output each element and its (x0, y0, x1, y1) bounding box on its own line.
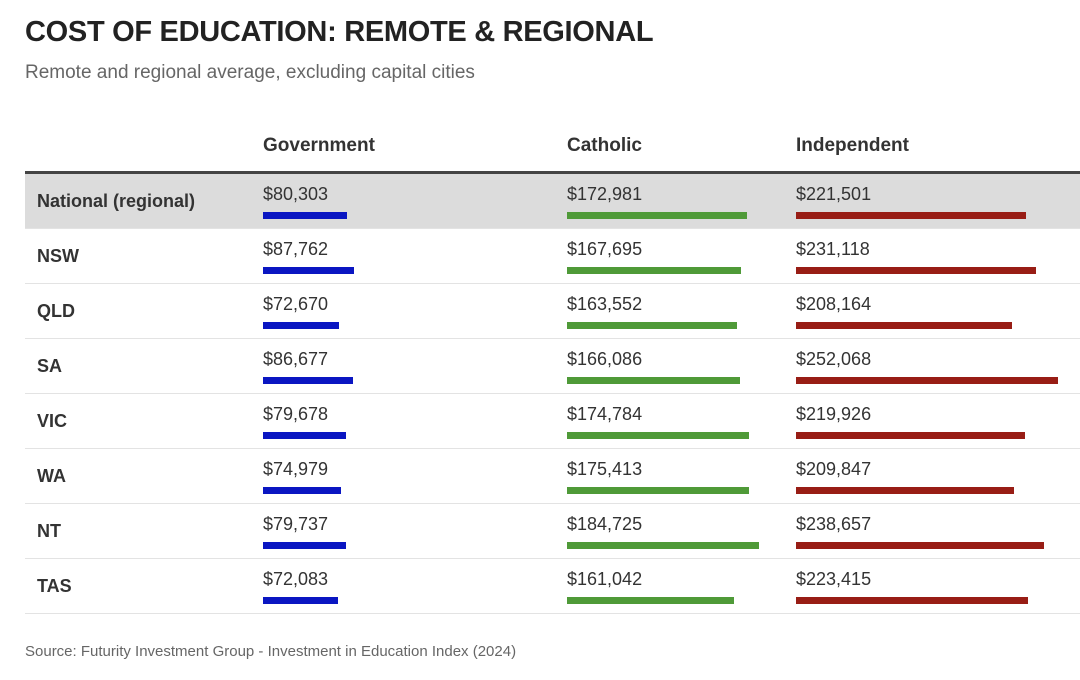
bar-catholic (567, 597, 735, 604)
value-independent: $238,657 (796, 514, 872, 534)
value-government: $72,083 (263, 569, 329, 589)
header-divider (25, 171, 1080, 174)
bar-catholic (567, 542, 760, 549)
bar-independent (796, 322, 1013, 329)
value-catholic: $172,981 (567, 184, 643, 204)
value-independent: $252,068 (796, 349, 872, 369)
value-government: $86,677 (263, 349, 329, 369)
row-label: WA (37, 466, 66, 486)
bar-catholic (567, 377, 740, 384)
table-row: SA $86,677 $166,086 $252,068 (25, 339, 1080, 394)
column-header-independent: Independent (796, 135, 909, 156)
bar-government (263, 542, 346, 549)
value-government: $72,670 (263, 294, 329, 314)
bar-independent (796, 377, 1059, 384)
table-row: National (regional) $80,303 $172,981 $221,5… (25, 174, 1080, 229)
table-row: NSW $87,762 $167,695 $231,118 (25, 229, 1080, 284)
bar-government (263, 487, 341, 494)
value-independent: $219,926 (796, 404, 872, 424)
value-independent: $221,501 (796, 184, 872, 204)
value-government: $79,678 (263, 404, 329, 424)
row-label: NSW (37, 246, 79, 266)
value-government: $79,737 (263, 514, 329, 534)
chart-title: COST OF EDUCATION: REMOTE & REGIONAL (25, 16, 654, 48)
bar-independent (796, 267, 1037, 274)
table-row: QLD $72,670 $163,552 $208,164 (25, 284, 1080, 339)
column-header-catholic: Catholic (567, 135, 642, 156)
table-row: VIC $79,678 $174,784 $219,926 (25, 394, 1080, 449)
bar-catholic (567, 487, 750, 494)
row-label: QLD (37, 301, 75, 321)
bar-independent (796, 542, 1045, 549)
bar-catholic (567, 267, 742, 274)
value-catholic: $163,552 (567, 294, 643, 314)
bar-government (263, 432, 346, 439)
value-catholic: $184,725 (567, 514, 643, 534)
bar-independent (796, 487, 1015, 494)
value-catholic: $167,695 (567, 239, 643, 259)
bar-independent (796, 432, 1025, 439)
bar-independent (796, 212, 1027, 219)
table-body: National (regional) $80,303 $172,981 $221,5… (25, 174, 1080, 614)
table-row: NT $79,737 $184,725 $238,657 (25, 504, 1080, 559)
value-catholic: $161,042 (567, 569, 643, 589)
table-row: TAS $72,083 $161,042 $223,415 (25, 559, 1080, 614)
value-catholic: $166,086 (567, 349, 643, 369)
bar-independent (796, 597, 1029, 604)
bar-government (263, 212, 347, 219)
value-independent: $223,415 (796, 569, 872, 589)
value-government: $80,303 (263, 184, 329, 204)
value-independent: $209,847 (796, 459, 872, 479)
row-label: National (regional) (37, 191, 196, 211)
row-label: SA (37, 356, 63, 376)
bar-catholic (567, 212, 747, 219)
bar-government (263, 377, 354, 384)
value-independent: $208,164 (796, 294, 872, 314)
row-label: TAS (37, 576, 72, 596)
source-note: Source: Futurity Investment Group - Inve… (25, 643, 517, 660)
value-government: $87,762 (263, 239, 329, 259)
bar-catholic (567, 322, 738, 329)
value-catholic: $175,413 (567, 459, 643, 479)
row-label: NT (37, 521, 61, 541)
bar-government (263, 267, 355, 274)
column-header-government: Government (263, 135, 375, 156)
bar-government (263, 322, 339, 329)
value-government: $74,979 (263, 459, 329, 479)
chart-subtitle: Remote and regional average, excluding c… (25, 62, 475, 83)
value-independent: $231,118 (796, 239, 870, 259)
value-catholic: $174,784 (567, 404, 643, 424)
bar-government (263, 597, 338, 604)
table-row: WA $74,979 $175,413 $209,847 (25, 449, 1080, 504)
row-label: VIC (37, 411, 68, 431)
bar-catholic (567, 432, 749, 439)
